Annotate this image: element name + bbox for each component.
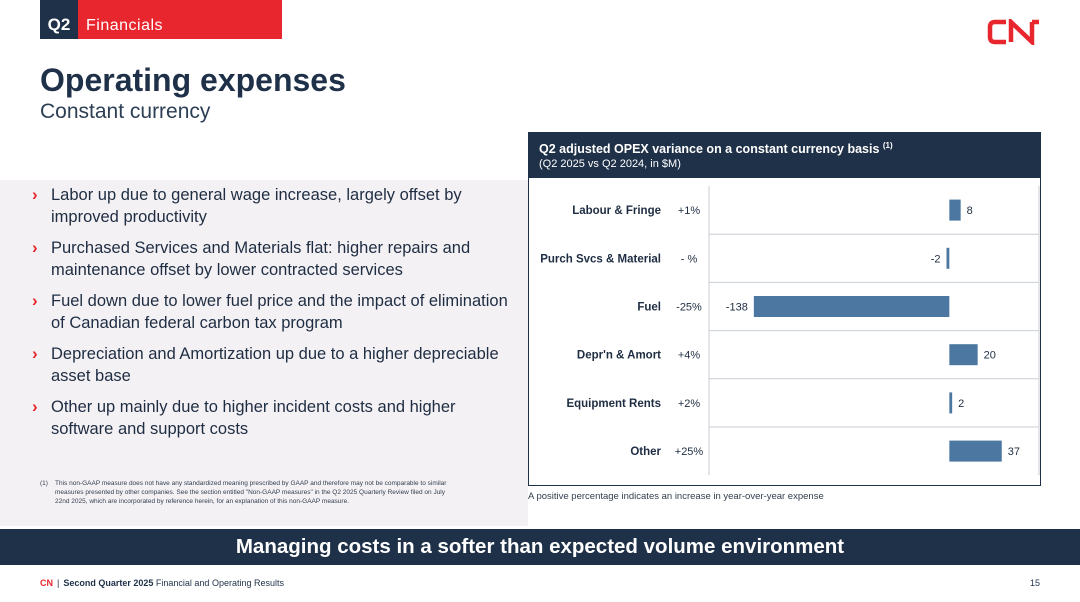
category-label: Depr'n & Amort — [577, 350, 661, 362]
bar — [949, 344, 978, 366]
chart-title: Q2 adjusted OPEX variance on a constant … — [539, 142, 880, 157]
percent-label: +2% — [678, 398, 701, 410]
chart-header: Q2 adjusted OPEX variance on a constant … — [529, 133, 1040, 178]
percent-label: +1% — [678, 205, 701, 217]
commentary-list: › Labor up due to general wage increase, … — [32, 184, 517, 449]
section-tag: Q2 Financials — [40, 0, 282, 39]
chart-subtitle: (Q2 2025 vs Q2 2024, in $M) — [539, 158, 681, 171]
page-number: 15 — [1029, 578, 1040, 588]
percent-label: -25% — [676, 302, 702, 314]
value-label: 8 — [967, 205, 973, 217]
category-label: Purch Svcs & Material — [540, 253, 661, 265]
footer-brand: CN — [40, 578, 53, 588]
bullet-text: Purchased Services and Materials flat: h… — [51, 239, 471, 279]
bullet-item: › Labor up due to general wage increase, … — [32, 184, 517, 228]
opex-variance-chart: Q2 adjusted OPEX variance on a constant … — [528, 132, 1041, 486]
page-subtitle: Constant currency — [40, 100, 211, 123]
bar — [946, 247, 950, 269]
percent-label: - % — [681, 253, 698, 265]
chart-title-row: Q2 adjusted OPEX variance on a constant … — [539, 141, 1030, 156]
value-label: -138 — [726, 302, 748, 314]
footnote-number: (1) — [40, 480, 48, 487]
footer-quarter: Second Quarter 2025 — [63, 578, 154, 588]
bullet-item: › Fuel down due to lower fuel price and t… — [32, 290, 517, 334]
category-label: Equipment Rents — [566, 398, 661, 410]
quarter-label: Q2 — [40, 0, 78, 39]
bullet-text: Fuel down due to lower fuel price and th… — [51, 292, 508, 332]
key-message-banner: Managing costs in a softer than expected… — [0, 529, 1080, 565]
value-label: -2 — [931, 253, 941, 265]
commentary-panel — [0, 180, 528, 526]
section-label: Financials — [78, 0, 282, 39]
value-label: 20 — [984, 350, 996, 362]
percent-label: +4% — [678, 350, 701, 362]
value-label: 37 — [1008, 446, 1020, 458]
category-label: Fuel — [637, 302, 661, 314]
chart-title-footnote-ref: (1) — [882, 141, 893, 150]
bullet-item: › Purchased Services and Materials flat: … — [32, 237, 517, 281]
bullet-text: Labor up due to general wage increase, l… — [51, 186, 462, 226]
page-title: Operating expenses — [40, 62, 346, 98]
chevron-right-icon: › — [32, 344, 38, 363]
chart-note: A positive percentage indicates an incre… — [528, 491, 824, 502]
bullet-item: › Depreciation and Amortization up due to… — [32, 343, 517, 387]
percent-label: +25% — [675, 446, 704, 458]
bullet-item: › Other up mainly due to higher incident … — [32, 396, 517, 440]
chevron-right-icon: › — [32, 291, 38, 310]
bullet-text: Depreciation and Amortization up due to … — [51, 345, 499, 385]
bar — [949, 392, 953, 414]
cn-logo — [987, 19, 1039, 45]
chevron-right-icon: › — [32, 185, 38, 204]
value-label: 2 — [958, 398, 964, 410]
bullet-text: Other up mainly due to higher incident c… — [51, 398, 456, 438]
footnote: (1) This non-GAAP measure does not have … — [40, 479, 460, 506]
bar — [949, 440, 1002, 462]
footnote-text: This non-GAAP measure does not have any … — [55, 480, 447, 505]
footer-doc-title: Financial and Operating Results — [155, 578, 284, 588]
footer-separator: | — [57, 578, 60, 588]
chevron-right-icon: › — [32, 238, 38, 257]
footer: CN | Second Quarter 2025 Financial and Ope… — [40, 578, 284, 588]
chevron-right-icon: › — [32, 397, 38, 416]
bar — [949, 199, 961, 221]
bar — [753, 296, 950, 317]
bar-chart-plot: Labour & Fringe +1% 8 Purch Svcs & Material… — [540, 186, 1040, 476]
category-label: Other — [630, 446, 661, 458]
category-label: Labour & Fringe — [572, 205, 661, 217]
